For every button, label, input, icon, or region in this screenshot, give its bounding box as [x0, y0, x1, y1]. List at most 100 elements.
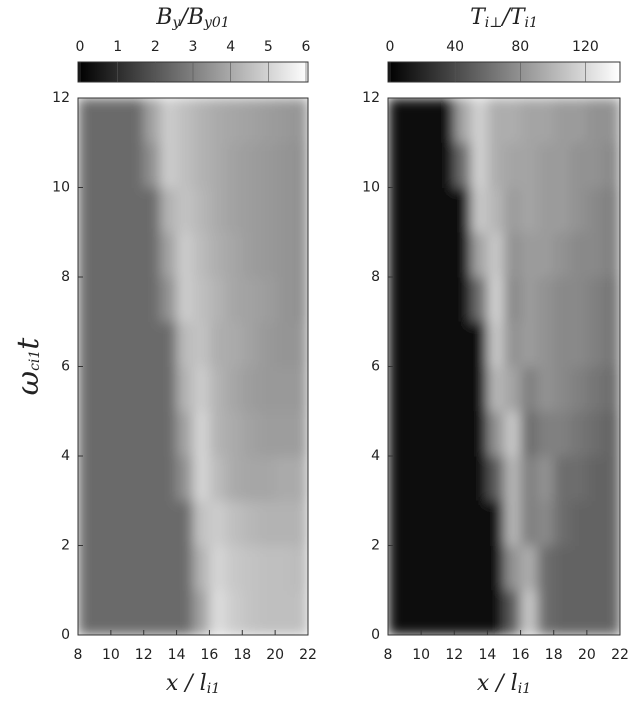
heatmap-cell — [110, 500, 128, 546]
heatmap-cell — [454, 411, 472, 457]
heatmap-cell — [388, 187, 406, 233]
heatmap-cell — [94, 366, 112, 412]
heatmap-cell — [193, 321, 210, 367]
heatmap-cell — [242, 590, 260, 635]
heatmap-cell — [275, 500, 293, 546]
heatmap-cell — [193, 277, 210, 323]
heatmap-cell — [242, 366, 260, 412]
heatmap-clip — [388, 98, 620, 635]
heatmap-cell — [291, 321, 308, 367]
heatmap-cell — [570, 277, 588, 323]
heatmap-cell — [94, 456, 112, 502]
heatmap-cell — [94, 321, 112, 367]
heatmap-cell — [421, 187, 439, 233]
heatmap-cell — [487, 500, 505, 546]
heatmap-cell — [553, 98, 571, 144]
heatmap-cell — [242, 456, 260, 502]
heatmap-cell — [127, 232, 145, 278]
heatmap-cell — [209, 142, 227, 188]
heatmap-cell — [94, 98, 112, 144]
heatmap-cell — [603, 590, 620, 635]
heatmap-cell — [553, 142, 571, 188]
heatmap-cell — [388, 456, 406, 502]
heatmap-cell — [454, 590, 472, 635]
heatmap-cell — [404, 500, 422, 546]
heatmap-cell — [553, 500, 571, 546]
heatmap-cell — [209, 545, 227, 591]
heatmap-cell — [504, 411, 522, 457]
heatmap-cell — [487, 590, 505, 635]
heatmap-cell — [225, 232, 243, 278]
heatmap-cell — [454, 187, 472, 233]
heatmap-cell — [209, 411, 227, 457]
heatmap-cell — [127, 321, 145, 367]
heatmap-cell — [94, 545, 112, 591]
colorbar-tick-label: 5 — [264, 39, 273, 55]
heatmap-cell — [487, 545, 505, 591]
heatmap-cell — [553, 366, 571, 412]
heatmap-cell — [275, 98, 293, 144]
heatmap-cell — [258, 187, 276, 233]
heatmap-cell — [537, 321, 555, 367]
label-part: x / l — [166, 671, 207, 696]
x-tick-label: 10 — [102, 647, 120, 663]
heatmap-cell — [437, 98, 455, 144]
subscript: i1 — [525, 15, 538, 31]
heatmap-cell — [209, 500, 227, 546]
heatmap-cell — [520, 98, 538, 144]
heatmap-cell — [553, 232, 571, 278]
heatmap-cell — [193, 232, 210, 278]
heatmap-cell — [110, 277, 128, 323]
heatmap-cell — [160, 142, 178, 188]
heatmap-cell — [225, 98, 243, 144]
heatmap-cell — [603, 98, 620, 144]
y-tick-label: 12 — [52, 90, 70, 106]
heatmap-cell — [110, 456, 128, 502]
heatmap-cell — [504, 232, 522, 278]
heatmap-cell — [176, 187, 194, 233]
heatmap-cell — [176, 98, 194, 144]
heatmap-cell — [553, 187, 571, 233]
heatmap-cell — [225, 590, 243, 635]
heatmap-cell — [570, 232, 588, 278]
heatmap-cell — [586, 187, 604, 233]
heatmap-cell — [404, 277, 422, 323]
heatmap-cell — [470, 366, 488, 412]
heatmap-cell — [520, 232, 538, 278]
math-label: x / li1 — [166, 671, 220, 697]
heatmap-cell — [603, 366, 620, 412]
heatmap-cell — [78, 98, 95, 144]
heatmap-cell — [242, 321, 260, 367]
heatmap — [388, 98, 620, 635]
heatmap-cell — [586, 98, 604, 144]
heatmap-cell — [404, 187, 422, 233]
heatmap-cell — [520, 456, 538, 502]
y-tick-label: 12 — [362, 90, 380, 106]
heatmap-cell — [487, 321, 505, 367]
heatmap-cell — [586, 456, 604, 502]
heatmap-cell — [160, 500, 178, 546]
heatmap-cell — [553, 321, 571, 367]
heatmap-cell — [94, 411, 112, 457]
heatmap-cell — [127, 590, 145, 635]
heatmap-cell — [78, 500, 95, 546]
heatmap-cell — [437, 590, 455, 635]
subscript: y — [171, 15, 181, 31]
heatmap-cell — [110, 187, 128, 233]
label-part: x / l — [477, 671, 518, 696]
heatmap-cell — [291, 232, 308, 278]
heatmap-cell — [603, 187, 620, 233]
heatmap-cell — [570, 456, 588, 502]
heatmap-cell — [454, 142, 472, 188]
heatmap-cell — [209, 232, 227, 278]
heatmap-cell — [504, 187, 522, 233]
heatmap-cell — [437, 187, 455, 233]
heatmap-cell — [176, 142, 194, 188]
heatmap-cell — [94, 232, 112, 278]
y-tick-label: 4 — [371, 448, 380, 464]
heatmap-cell — [143, 232, 161, 278]
heatmap-cell — [242, 500, 260, 546]
heatmap-cell — [94, 142, 112, 188]
heatmap-cell — [421, 366, 439, 412]
heatmap-cell — [388, 142, 406, 188]
